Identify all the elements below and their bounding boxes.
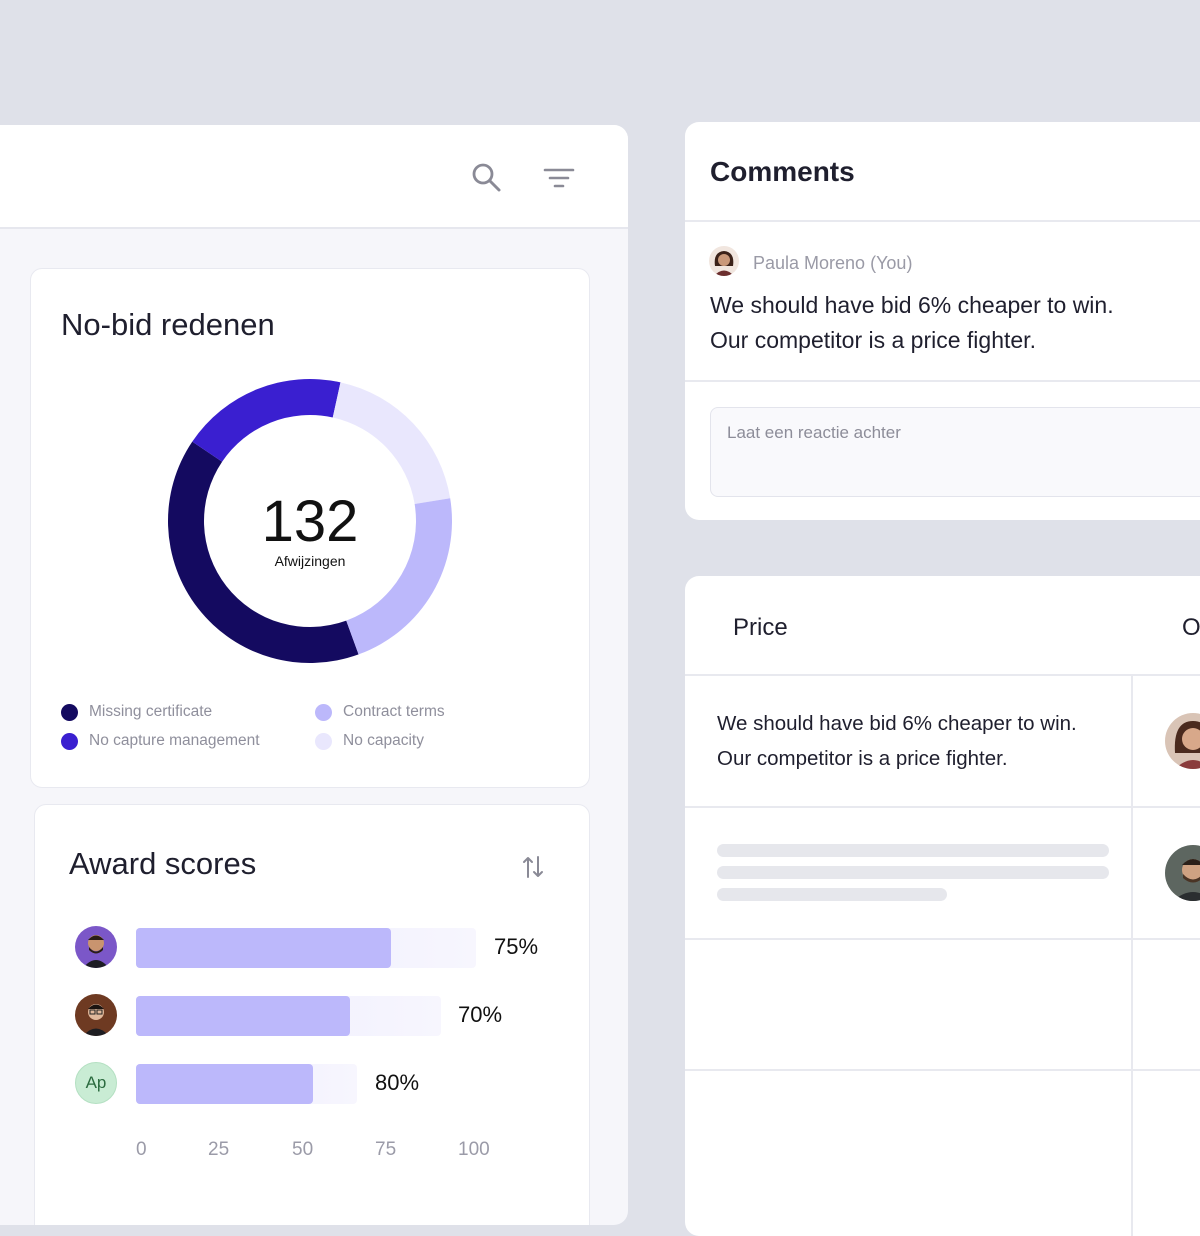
filter-icon[interactable] (542, 161, 576, 195)
divider (685, 220, 1200, 222)
award-row: 75% (35, 926, 589, 970)
divider (685, 380, 1200, 382)
bar-fill (136, 1064, 313, 1104)
bar-percent: 70% (458, 1002, 503, 1027)
initials-avatar: Ap (75, 1062, 117, 1104)
bar-fill (136, 996, 350, 1036)
table-panel: Price O We should have bid 6% cheaper to… (685, 576, 1200, 1236)
axis-tick: 100 (458, 1139, 490, 1160)
column-header-o[interactable]: O (1182, 614, 1200, 641)
nobid-title: No-bid redenen (61, 307, 275, 342)
donut-slice[interactable] (168, 441, 359, 663)
legend-dot (61, 703, 78, 721)
row-divider (685, 938, 1200, 940)
toolbar (0, 125, 628, 229)
legend-item: Contract terms (315, 703, 445, 721)
avatar-initials: Ap (85, 1073, 107, 1092)
row-divider (685, 1069, 1200, 1071)
bar-fill (136, 928, 391, 968)
legend-item: No capture management (61, 732, 260, 750)
award-title: Award scores (69, 846, 257, 881)
bar-track (136, 928, 476, 968)
comment-author: Paula Moreno (You) (753, 253, 913, 273)
row-avatar (1165, 845, 1200, 901)
award-row: Ap 80% (35, 1062, 589, 1106)
comment-avatar (709, 246, 739, 276)
award-row: 70% (35, 994, 589, 1038)
bar-percent: 75% (494, 934, 539, 959)
donut-slice[interactable] (346, 498, 452, 655)
donut-slice[interactable] (332, 382, 451, 505)
legend-label: Contract terms (343, 703, 445, 720)
donut-total-label: Afwijzingen (275, 553, 346, 569)
bar-track (136, 996, 441, 1036)
search-icon[interactable] (470, 161, 504, 195)
comments-panel: Comments Paula Moreno (You) We should ha… (685, 122, 1200, 520)
legend-dot (61, 732, 78, 750)
legend-dot (315, 703, 332, 721)
bar-percent: 80% (375, 1070, 420, 1095)
axis-tick: 75 (375, 1139, 397, 1160)
header-divider (685, 674, 1200, 676)
person-avatar (75, 926, 117, 968)
legend-label: Missing certificate (89, 703, 213, 720)
comment-text-line: We should have bid 6% cheaper to win. (710, 292, 1114, 318)
column-header-price[interactable]: Price (733, 614, 788, 641)
comment-text-line: Our competitor is a price fighter. (710, 327, 1036, 353)
row-divider (685, 806, 1200, 808)
donut-chart: 132 Afwijzingen (168, 379, 452, 663)
axis-tick: 25 (208, 1139, 230, 1160)
sort-arrows-icon[interactable] (521, 853, 545, 881)
reply-input[interactable] (725, 422, 1197, 444)
table-cell-text: We should have bid 6% cheaper to win. (717, 712, 1077, 735)
skeleton-line (717, 844, 1109, 857)
skeleton-line (717, 866, 1109, 879)
legend-dot (315, 732, 332, 750)
nobid-card: No-bid redenen 132 Afwijzingen Missing c… (30, 268, 590, 788)
column-divider (1131, 676, 1133, 1236)
award-card: Award scores 75% (34, 804, 590, 1225)
person-avatar (75, 994, 117, 1036)
legend-label: No capture management (89, 732, 260, 749)
table-cell-text: Our competitor is a price fighter. (717, 747, 1008, 770)
reply-input-box (710, 407, 1200, 497)
legend-label: No capacity (343, 732, 424, 749)
axis-tick: 50 (292, 1139, 314, 1160)
left-panel: No-bid redenen 132 Afwijzingen Missing c… (0, 125, 628, 1225)
axis-tick: 0 (136, 1139, 147, 1160)
row-avatar (1165, 713, 1200, 769)
skeleton-line (717, 888, 947, 901)
comments-title: Comments (710, 156, 855, 187)
donut-slice[interactable] (192, 379, 341, 462)
legend-item: No capacity (315, 732, 424, 750)
donut-total: 132 (262, 489, 359, 554)
legend-item: Missing certificate (61, 703, 212, 721)
bar-track (136, 1064, 357, 1104)
